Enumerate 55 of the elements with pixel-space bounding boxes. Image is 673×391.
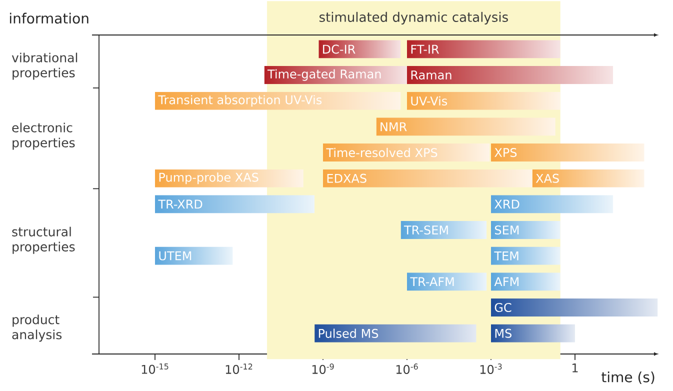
data-label: Transient absorption UV-Vis (158, 95, 322, 107)
data-label: TEM (494, 251, 518, 260)
data-label: DC-IR (323, 44, 356, 54)
bar (490, 246, 560, 265)
data-label: Pulsed MS (318, 328, 378, 338)
data-label: FT-IR (411, 44, 439, 54)
data-label: MS (495, 328, 512, 338)
bar (406, 66, 614, 84)
x-axis-title: time (s) (602, 372, 654, 384)
bar (490, 195, 614, 214)
data-label: UTEM (159, 251, 192, 260)
x-tick-label: 1 (572, 364, 578, 372)
bar (322, 143, 490, 162)
bar (322, 169, 532, 188)
data-label: TR-XRD (158, 200, 202, 209)
text: vibrational properties (12, 52, 78, 80)
data-label: Pump-probe XAS (159, 172, 258, 184)
bar (400, 220, 487, 240)
data-label: SEM (494, 225, 519, 235)
data-label: Time-gated Raman (267, 69, 381, 81)
y-axis-title: information (10, 12, 88, 24)
data-label: GC (494, 302, 512, 312)
bar (406, 40, 560, 58)
data-label: NMR (380, 122, 407, 132)
data-label: Raman (411, 70, 452, 80)
x-tick-label: 10$^{-12}$ (226, 364, 252, 374)
data-label: UV-Vis (411, 96, 448, 106)
bar (490, 272, 560, 291)
bar (314, 324, 476, 342)
text: electronic properties (12, 122, 75, 150)
data-label: TR-AFM (410, 277, 454, 286)
x-tick-label: 10$^{-6}$ (396, 364, 418, 374)
data-label: AFM (494, 277, 518, 286)
x-tick-label: 10$^{-3}$ (480, 364, 502, 374)
bar (318, 40, 401, 58)
data-label: TR-SEM (404, 225, 448, 235)
data-label: XAS (536, 174, 559, 183)
bar (490, 220, 560, 240)
data-label: EDXAS (327, 174, 366, 183)
band-label: stimulated dynamic catalysis (319, 12, 508, 24)
bar (406, 92, 560, 110)
text: product analysis (12, 314, 62, 342)
bar (376, 118, 556, 136)
bar (490, 324, 575, 342)
data-label: XRD (494, 200, 520, 209)
x-tick-label: 10$^{-9}$ (312, 364, 334, 374)
bar (155, 246, 233, 265)
bar (155, 195, 315, 214)
text: structural properties (12, 226, 75, 254)
bar (490, 298, 658, 317)
x-tick-label: 10$^{-15}$ (142, 364, 168, 374)
bar (490, 143, 644, 162)
data-label: XPS (494, 148, 517, 158)
bar (532, 169, 644, 188)
data-label: Time-resolved XPS (326, 148, 438, 158)
